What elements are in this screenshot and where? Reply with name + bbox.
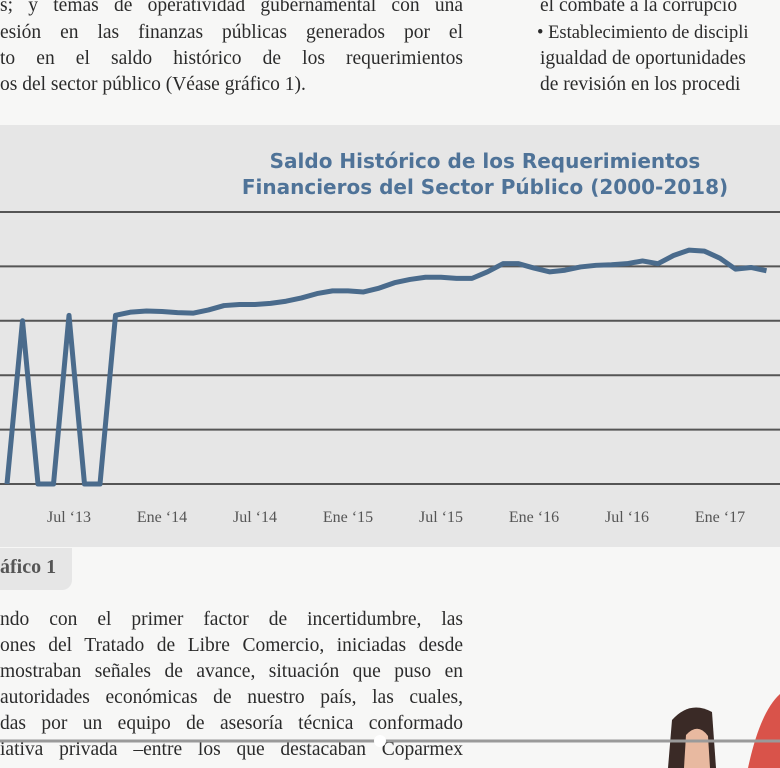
- text-line: s; y temas de operatividad gubernamental…: [0, 0, 463, 16]
- x-tick-label: Ene ‘15: [323, 509, 373, 526]
- chart-title: Financieros del Sector Público (2000-201…: [242, 175, 728, 199]
- x-tick-label: Jul ‘16: [605, 509, 649, 526]
- text-line: de revisión en los procedi: [540, 74, 741, 95]
- text-line: igualdad de oportunidades: [540, 48, 746, 69]
- text-line: iativa privada –entre los que destacaban…: [0, 739, 463, 760]
- x-tick-label: Ene ‘17: [695, 509, 745, 526]
- data-line: [4, 247, 768, 487]
- x-tick-label: Jul ‘13: [47, 509, 91, 526]
- text-line: • Establecimiento de discipli: [537, 23, 749, 43]
- caption: áfico 1: [0, 556, 57, 578]
- caption-tab: áfico 1: [0, 548, 72, 590]
- x-tick-label: Ene ‘16: [509, 509, 559, 526]
- x-tick-label: Ene ‘14: [137, 509, 187, 526]
- text-line: el combate a la corrupció: [540, 0, 738, 16]
- text-line: ndo con el primer factor de incertidumbr…: [0, 609, 463, 630]
- text-line: to en el saldo histórico de los requerim…: [0, 48, 463, 69]
- text-line: esión en las finanzas públicas generados…: [0, 22, 463, 43]
- x-tick-label: Jul ‘15: [419, 509, 463, 526]
- text-line: autoridades económicas de nuestro país, …: [0, 687, 463, 708]
- text-line: das por un equipo de asesoría técnica co…: [0, 713, 463, 734]
- x-tick-label: Jul ‘14: [233, 509, 277, 526]
- chart-title: Saldo Histórico de los Requerimientos: [270, 149, 701, 173]
- text-line: ones del Tratado de Libre Comercio, inic…: [0, 635, 463, 656]
- text-line: os del sector público (Véase gráfico 1).: [0, 74, 306, 95]
- text-line: mostraban señales de avance, situación q…: [0, 661, 463, 682]
- decoration: [0, 694, 780, 768]
- chart-panel: [0, 125, 780, 547]
